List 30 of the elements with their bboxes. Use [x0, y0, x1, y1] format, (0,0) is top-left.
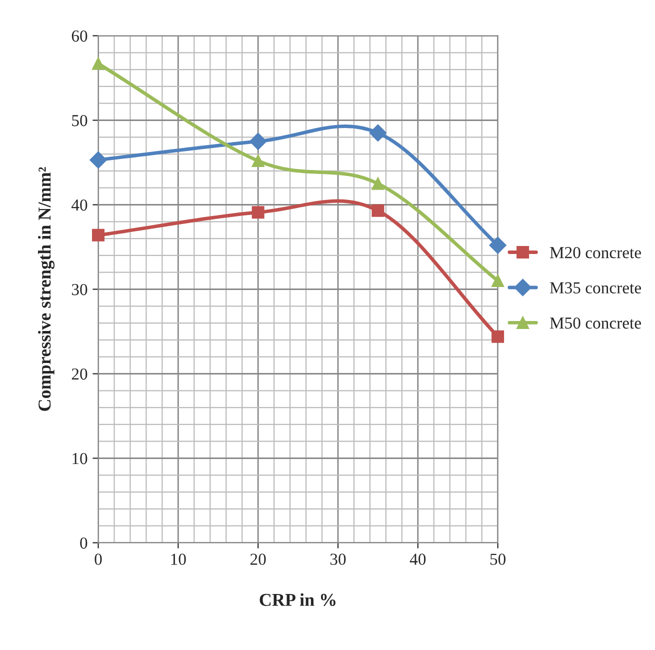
point [369, 124, 386, 142]
x-tick-label: 20 [250, 554, 266, 565]
point [372, 204, 384, 217]
x-tick-label: 50 [490, 554, 506, 565]
y-axis-title: Compressive strength in N/mm² [38, 167, 54, 411]
legend-label: M20 concrete [550, 247, 641, 258]
y-tick-label: 30 [72, 284, 88, 296]
x-tick-label: 40 [410, 554, 426, 565]
y-tick-label: 10 [72, 452, 88, 464]
point [492, 330, 504, 343]
point [92, 57, 104, 70]
legend-label: M35 concrete [550, 282, 641, 294]
point [252, 206, 264, 219]
x-tick-label: 10 [171, 554, 186, 565]
point [90, 151, 107, 169]
legend-label: M50 concrete [550, 317, 641, 329]
point [252, 154, 264, 168]
y-tick-label: 50 [72, 114, 88, 126]
x-tick-label: 30 [330, 554, 346, 565]
point [250, 132, 267, 150]
y-tick-label: 20 [72, 368, 88, 380]
x-tick-label: 0 [94, 554, 102, 565]
point [489, 236, 506, 254]
point [372, 177, 384, 190]
y-tick-label: 0 [80, 537, 88, 549]
point [492, 274, 504, 288]
point [92, 228, 104, 242]
y-tick-label: 60 [72, 30, 88, 42]
x-axis-title: CRP in % [260, 593, 336, 606]
y-tick-label: 40 [71, 199, 88, 211]
